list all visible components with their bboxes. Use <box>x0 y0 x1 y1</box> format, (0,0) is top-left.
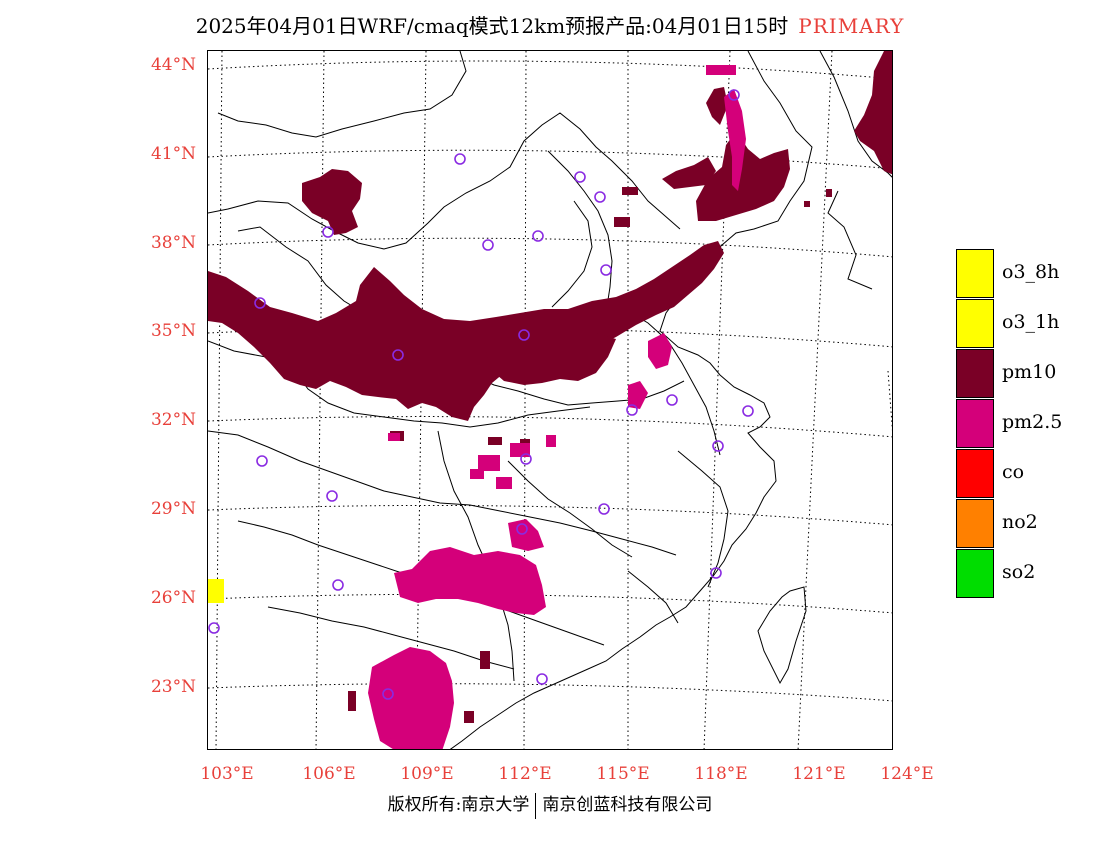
boundaries <box>208 51 892 749</box>
footer-left: 版权所有:南京大学 <box>387 795 530 815</box>
lon-label-121e: 121°E <box>792 764 846 784</box>
station-markers <box>208 89 754 700</box>
legend-label: co <box>1002 461 1025 483</box>
forecast-map <box>208 51 892 749</box>
lon-label-103e: 103°E <box>200 764 254 784</box>
lon-label-115e: 115°E <box>596 764 650 784</box>
o3-patch <box>208 579 224 603</box>
lat-label-29n: 29°N <box>150 499 196 519</box>
map-title: 2025年04月01日WRF/cmaq模式12km预报产品:04月01日15时 P… <box>0 10 1100 39</box>
lat-label-23n: 23°N <box>150 677 196 697</box>
lat-label-38n: 38°N <box>150 233 196 253</box>
legend-label: pm10 <box>1002 361 1057 383</box>
legend-swatch <box>956 299 994 348</box>
lat-label-41n: 41°N <box>150 144 196 164</box>
lat-label-35n: 35°N <box>150 321 196 341</box>
lon-label-112e: 112°E <box>498 764 552 784</box>
lon-label-118e: 118°E <box>694 764 748 784</box>
lon-label-109e: 109°E <box>400 764 454 784</box>
legend-swatch <box>956 399 994 448</box>
lat-label-32n: 32°N <box>150 410 196 430</box>
legend-swatch <box>956 549 994 598</box>
legend-label: no2 <box>1002 511 1038 533</box>
legend-swatch <box>956 499 994 548</box>
title-main: 2025年04月01日WRF/cmaq模式12km预报产品:04月01日15时 <box>195 14 789 38</box>
footer-right: 南京创蓝科技有限公司 <box>542 795 713 815</box>
legend-label: o3_8h <box>1002 261 1060 283</box>
title-primary-tag: PRIMARY <box>798 14 905 38</box>
lon-label-124e: 124°E <box>880 764 934 784</box>
legend-label: so2 <box>1002 561 1036 583</box>
legend-label: o3_1h <box>1002 311 1060 333</box>
legend-swatch <box>956 349 994 398</box>
legend-label: pm2.5 <box>1002 411 1063 433</box>
legend-swatch <box>956 449 994 498</box>
footer-divider <box>535 792 537 819</box>
copyright-footer: 版权所有:南京大学 南京创蓝科技有限公司 <box>0 790 1100 819</box>
legend-swatch <box>956 249 994 298</box>
lon-label-106e: 106°E <box>302 764 356 784</box>
pm25-regions <box>368 65 746 749</box>
lat-label-44n: 44°N <box>150 55 196 75</box>
map-panel <box>207 50 893 750</box>
lat-label-26n: 26°N <box>150 588 196 608</box>
pm10-regions <box>208 51 892 723</box>
